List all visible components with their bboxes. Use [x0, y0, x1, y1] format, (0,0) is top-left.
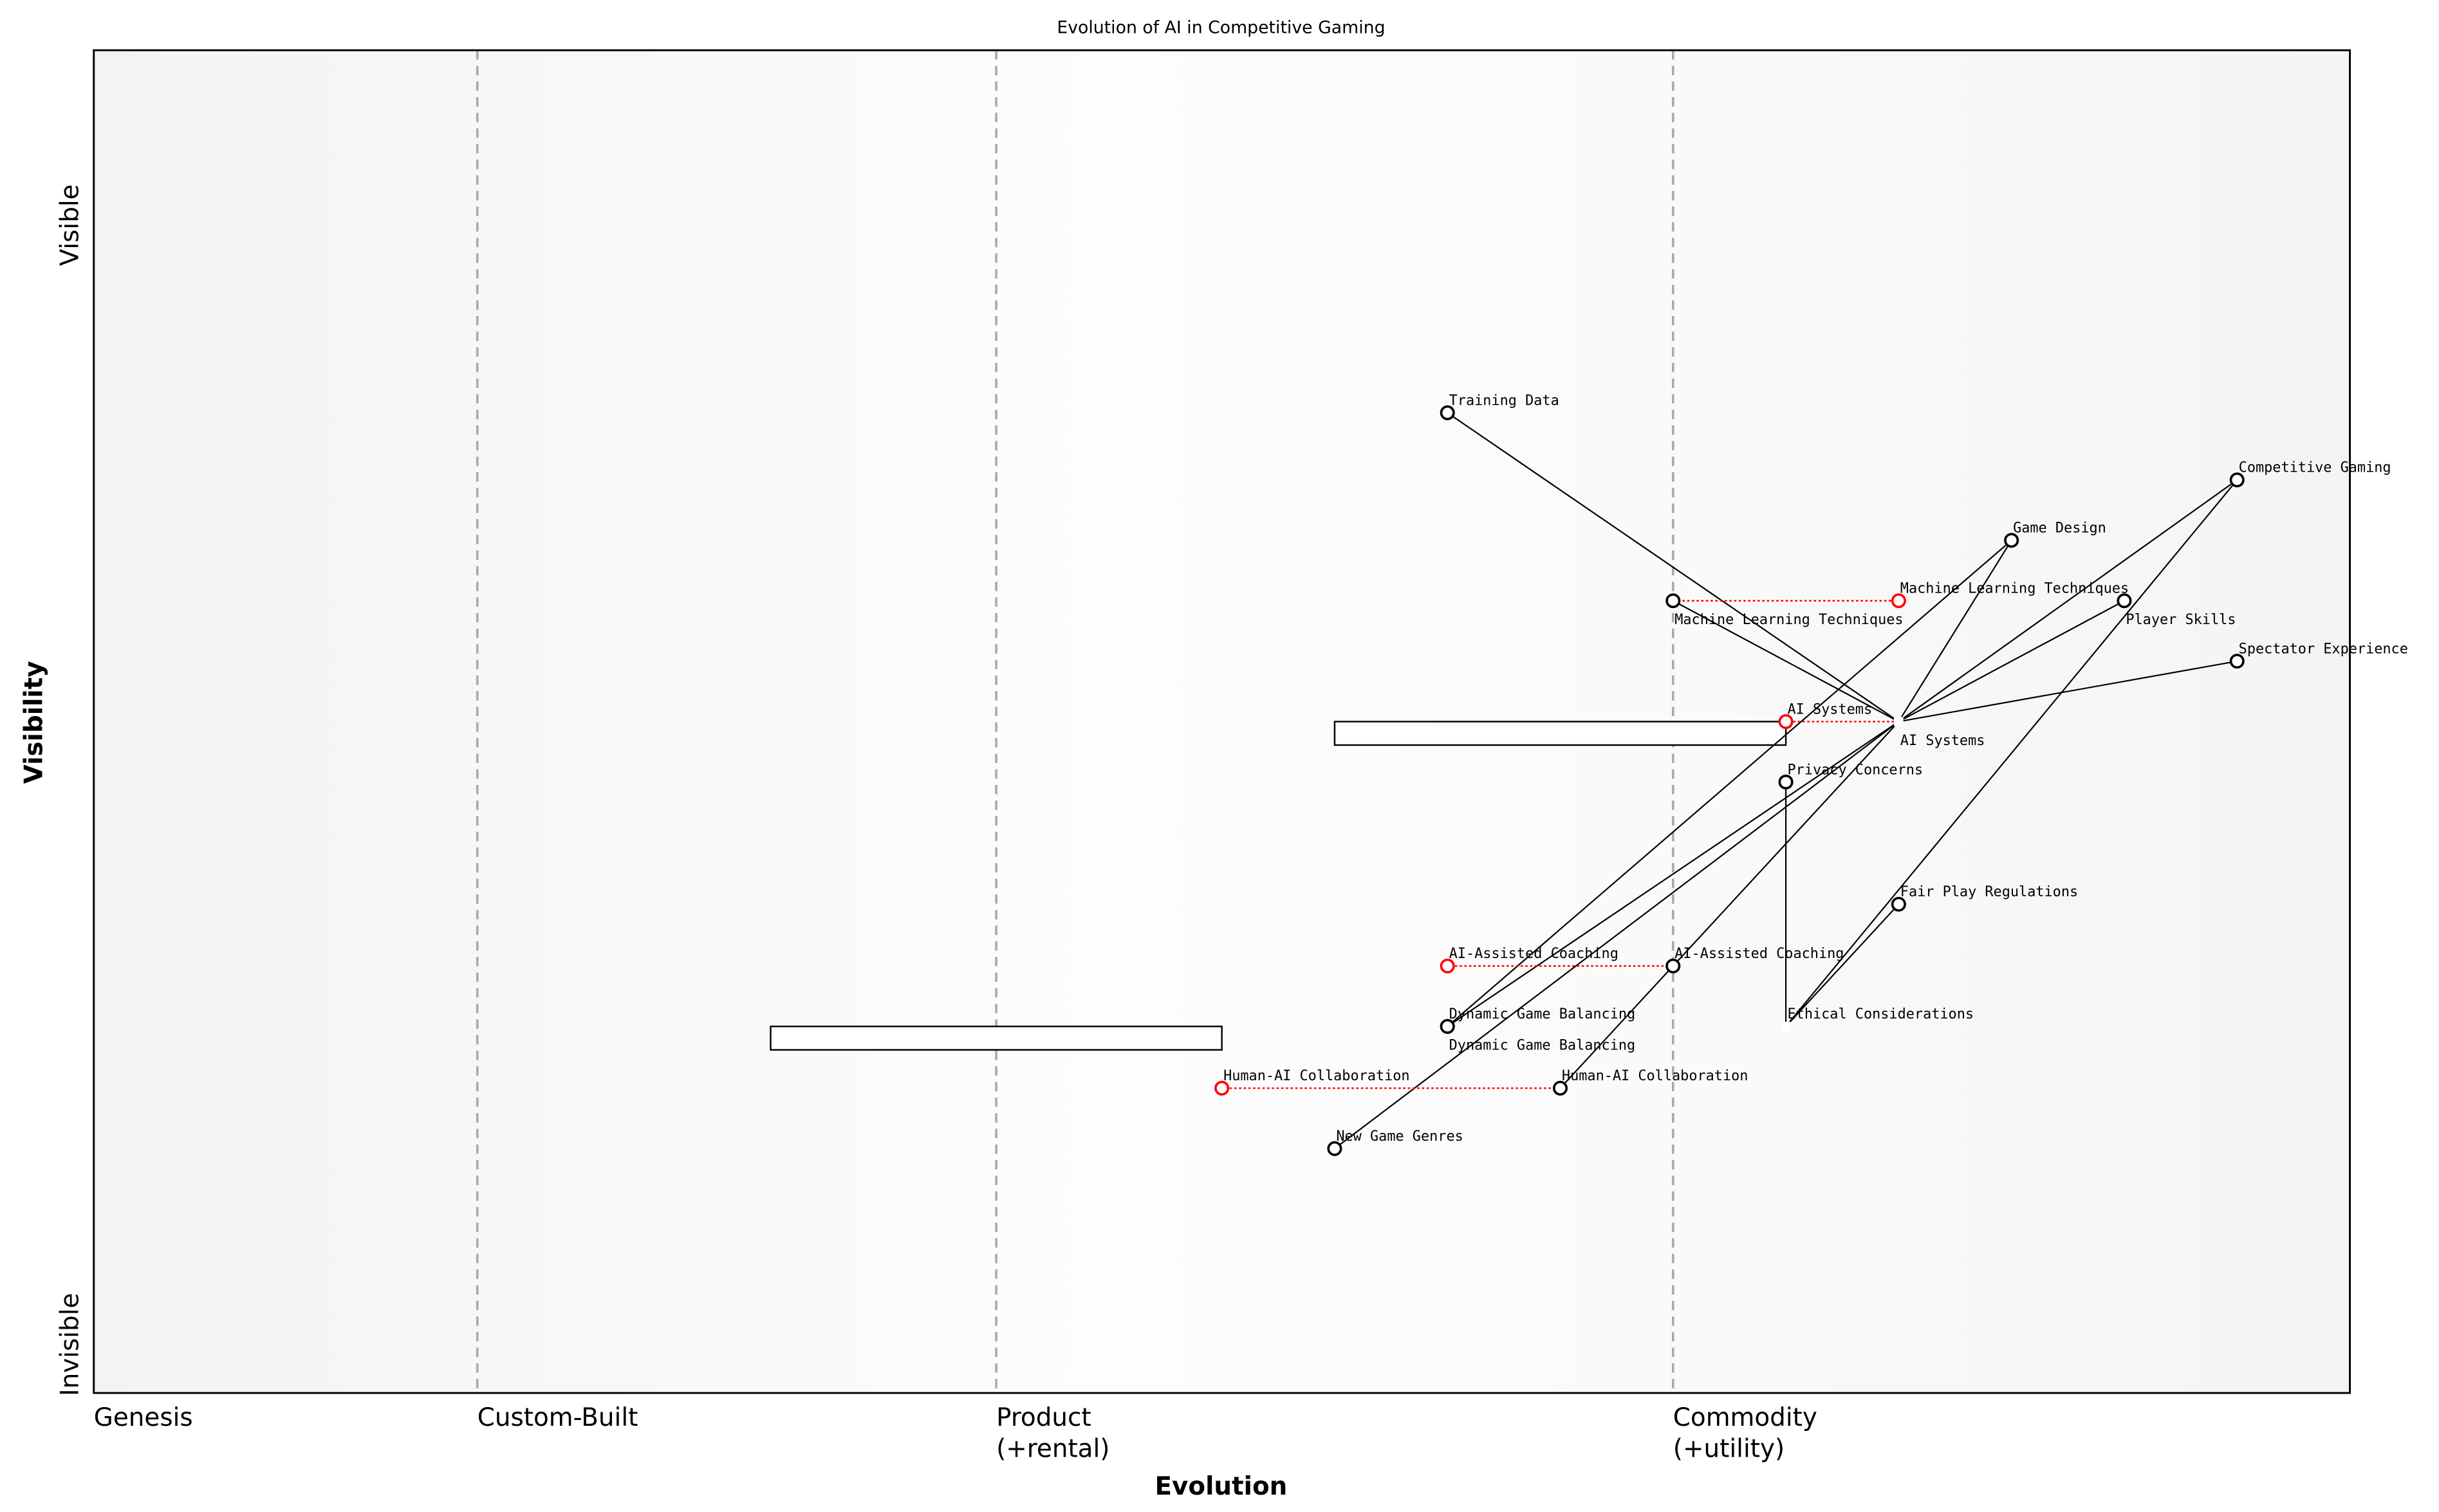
component-marker-spectator-experience — [2229, 654, 2245, 669]
y-axis-label: Visibility — [20, 661, 49, 784]
component-marker-privacy-concerns — [1778, 774, 1794, 790]
component-marker-competitive-gaming — [2229, 472, 2245, 488]
stage-label-product: (+rental) — [996, 1435, 1109, 1464]
evolved-label-ai-systems: AI Systems — [1788, 701, 1873, 717]
component-marker-player-skills — [2117, 593, 2132, 609]
inertia-box — [770, 1026, 1223, 1051]
evolved-label-machine-learning-techniques: Machine Learning Techniques — [1900, 581, 2129, 597]
evolved-label-dynamic-game-balancing: Dynamic Game Balancing — [1449, 1038, 1636, 1054]
y-axis-bottom-label: Invisible — [55, 1293, 84, 1396]
map-title: Evolution of AI in Competitive Gaming — [1057, 17, 1385, 37]
link-ai-systems-to-training-data — [1447, 412, 1899, 723]
component-label-player-skills: Player Skills — [2126, 612, 2236, 628]
link-ai-systems-to-new-game-genres — [1334, 721, 1900, 1150]
evolved-marker-machine-learning-techniques — [1891, 593, 1906, 609]
component-marker-fair-play-regulations — [1891, 896, 1906, 912]
evolved-marker-ai-systems — [1778, 714, 1794, 730]
component-label-competitive-gaming: Competitive Gaming — [2239, 460, 2391, 476]
evolved-marker-ai-assisted-coaching — [1440, 958, 1455, 973]
component-label-machine-learning-techniques: Machine Learning Techniques — [1674, 612, 1903, 628]
link-ai-systems-to-game-design — [1898, 540, 2012, 723]
component-marker-ethical-considerations — [1781, 1021, 1791, 1031]
component-marker-dynamic-game-balancing — [1440, 1019, 1455, 1034]
component-marker-ai-assisted-coaching — [1665, 958, 1681, 973]
stage-label-commodity: Commodity — [1673, 1403, 1817, 1432]
plot-frame — [93, 49, 2351, 1394]
component-label-dynamic-game-balancing: Dynamic Game Balancing — [1449, 1006, 1636, 1022]
link-ai-systems-to-competitive-gaming — [1898, 479, 2238, 723]
component-label-ai-systems: AI Systems — [1900, 733, 1985, 749]
component-marker-machine-learning-techniques — [1665, 593, 1681, 609]
evolved-label-human-ai-collaboration: Human-AI Collaboration — [1223, 1068, 1410, 1084]
component-label-spectator-experience: Spectator Experience — [2239, 641, 2408, 657]
component-marker-human-ai-collaboration — [1552, 1080, 1568, 1096]
component-marker-new-game-genres — [1327, 1141, 1342, 1156]
link-game-design-to-dynamic-game-balancing — [1447, 539, 2012, 1028]
component-label-training-data: Training Data — [1449, 392, 1559, 409]
link-ai-assisted-coaching-to-human-ai-collaboration — [1559, 965, 1674, 1089]
link-ai-systems-to-spectator-experience — [1898, 660, 2238, 723]
component-label-privacy-concerns: Privacy Concerns — [1788, 762, 1924, 778]
component-label-human-ai-collaboration: Human-AI Collaboration — [1562, 1068, 1748, 1084]
component-label-ethical-considerations: Ethical Considerations — [1788, 1006, 1974, 1022]
component-label-new-game-genres: New Game Genres — [1336, 1129, 1463, 1145]
x-axis-label: Evolution — [1155, 1472, 1288, 1501]
component-marker-ai-systems — [1894, 717, 1904, 726]
evolved-marker-human-ai-collaboration — [1214, 1080, 1230, 1096]
component-marker-training-data — [1440, 405, 1455, 421]
component-label-fair-play-regulations: Fair Play Regulations — [1900, 884, 2078, 900]
component-label-ai-assisted-coaching: AI-Assisted Coaching — [1674, 946, 1844, 962]
stage-label-genesis: Genesis — [94, 1403, 193, 1432]
plot-area — [93, 50, 2350, 1394]
evolved-label-ai-assisted-coaching: AI-Assisted Coaching — [1449, 946, 1618, 962]
stage-label-custom-built: Custom-Built — [478, 1403, 638, 1432]
inertia-box — [1333, 721, 1787, 746]
link-competitive-gaming-to-ethical-considerations — [1785, 479, 2238, 1027]
link-ai-systems-to-player-skills — [1898, 600, 2125, 723]
stage-label-commodity: (+utility) — [1673, 1435, 1785, 1464]
y-axis-top-label: Visible — [55, 184, 84, 266]
link-fair-play-regulations-to-ethical-considerations — [1785, 903, 1900, 1028]
link-ai-systems-to-dynamic-game-balancing — [1447, 721, 1899, 1028]
stage-label-product: Product — [996, 1403, 1091, 1432]
component-label-game-design: Game Design — [2013, 521, 2106, 537]
component-marker-game-design — [2004, 533, 2019, 548]
link-ai-systems-to-machine-learning-techniques — [1673, 600, 1899, 723]
